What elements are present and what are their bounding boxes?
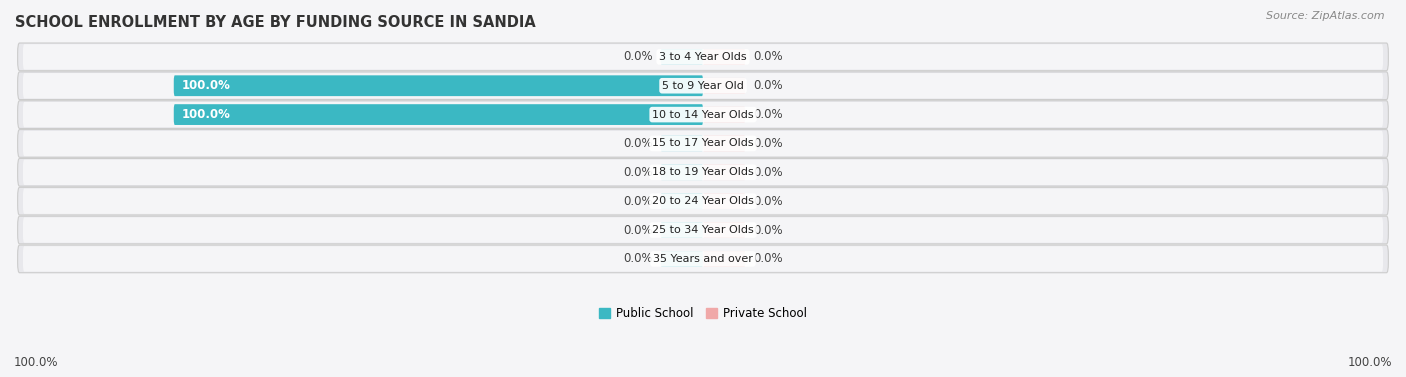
Text: 10 to 14 Year Olds: 10 to 14 Year Olds bbox=[652, 110, 754, 120]
Text: 0.0%: 0.0% bbox=[754, 195, 783, 208]
FancyBboxPatch shape bbox=[703, 164, 745, 180]
Text: 100.0%: 100.0% bbox=[14, 357, 59, 369]
FancyBboxPatch shape bbox=[703, 222, 745, 238]
Text: 0.0%: 0.0% bbox=[754, 252, 783, 265]
FancyBboxPatch shape bbox=[22, 131, 1384, 156]
FancyBboxPatch shape bbox=[18, 101, 1388, 129]
FancyBboxPatch shape bbox=[22, 159, 1384, 185]
FancyBboxPatch shape bbox=[18, 216, 1388, 244]
FancyBboxPatch shape bbox=[18, 72, 1388, 100]
FancyBboxPatch shape bbox=[18, 43, 1388, 71]
Text: 15 to 17 Year Olds: 15 to 17 Year Olds bbox=[652, 138, 754, 149]
FancyBboxPatch shape bbox=[661, 193, 703, 209]
Text: 0.0%: 0.0% bbox=[754, 166, 783, 179]
FancyBboxPatch shape bbox=[661, 251, 703, 267]
Legend: Public School, Private School: Public School, Private School bbox=[593, 302, 813, 325]
Text: SCHOOL ENROLLMENT BY AGE BY FUNDING SOURCE IN SANDIA: SCHOOL ENROLLMENT BY AGE BY FUNDING SOUR… bbox=[15, 15, 536, 30]
Text: 0.0%: 0.0% bbox=[623, 51, 652, 63]
FancyBboxPatch shape bbox=[22, 217, 1384, 243]
Text: 18 to 19 Year Olds: 18 to 19 Year Olds bbox=[652, 167, 754, 177]
FancyBboxPatch shape bbox=[703, 136, 745, 151]
Text: 0.0%: 0.0% bbox=[754, 79, 783, 92]
Text: 0.0%: 0.0% bbox=[623, 252, 652, 265]
Text: 20 to 24 Year Olds: 20 to 24 Year Olds bbox=[652, 196, 754, 206]
FancyBboxPatch shape bbox=[703, 78, 745, 93]
FancyBboxPatch shape bbox=[661, 49, 703, 65]
FancyBboxPatch shape bbox=[22, 73, 1384, 98]
Text: 0.0%: 0.0% bbox=[623, 137, 652, 150]
Text: 0.0%: 0.0% bbox=[754, 224, 783, 236]
Text: 0.0%: 0.0% bbox=[623, 166, 652, 179]
FancyBboxPatch shape bbox=[174, 104, 703, 125]
FancyBboxPatch shape bbox=[18, 245, 1388, 273]
Text: 25 to 34 Year Olds: 25 to 34 Year Olds bbox=[652, 225, 754, 235]
Text: Source: ZipAtlas.com: Source: ZipAtlas.com bbox=[1267, 11, 1385, 21]
Text: 0.0%: 0.0% bbox=[754, 137, 783, 150]
Text: 3 to 4 Year Olds: 3 to 4 Year Olds bbox=[659, 52, 747, 62]
Text: 35 Years and over: 35 Years and over bbox=[652, 254, 754, 264]
FancyBboxPatch shape bbox=[703, 251, 745, 267]
FancyBboxPatch shape bbox=[703, 49, 745, 65]
Text: 0.0%: 0.0% bbox=[754, 51, 783, 63]
Text: 0.0%: 0.0% bbox=[754, 108, 783, 121]
Text: 0.0%: 0.0% bbox=[623, 224, 652, 236]
FancyBboxPatch shape bbox=[661, 222, 703, 238]
FancyBboxPatch shape bbox=[22, 246, 1384, 271]
Text: 100.0%: 100.0% bbox=[1347, 357, 1392, 369]
FancyBboxPatch shape bbox=[18, 158, 1388, 186]
FancyBboxPatch shape bbox=[703, 107, 745, 123]
FancyBboxPatch shape bbox=[174, 75, 703, 96]
Text: 100.0%: 100.0% bbox=[181, 79, 231, 92]
Text: 5 to 9 Year Old: 5 to 9 Year Old bbox=[662, 81, 744, 91]
FancyBboxPatch shape bbox=[661, 136, 703, 151]
FancyBboxPatch shape bbox=[661, 164, 703, 180]
FancyBboxPatch shape bbox=[22, 188, 1384, 214]
Text: 0.0%: 0.0% bbox=[623, 195, 652, 208]
Text: 100.0%: 100.0% bbox=[181, 108, 231, 121]
FancyBboxPatch shape bbox=[22, 102, 1384, 127]
FancyBboxPatch shape bbox=[18, 187, 1388, 215]
FancyBboxPatch shape bbox=[22, 44, 1384, 70]
FancyBboxPatch shape bbox=[703, 193, 745, 209]
FancyBboxPatch shape bbox=[18, 130, 1388, 157]
